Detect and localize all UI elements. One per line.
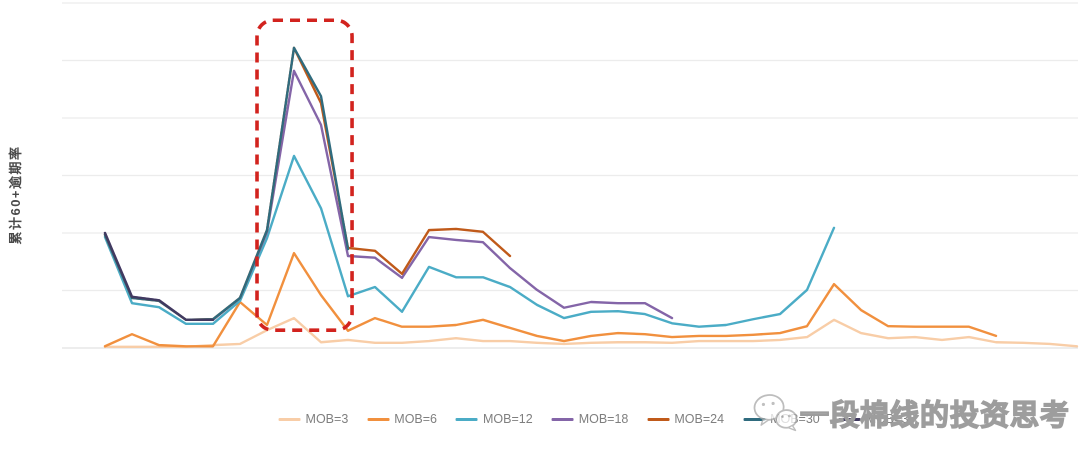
- legend-label: MOB=24: [674, 412, 725, 426]
- legend-label: MOB=30: [770, 412, 820, 426]
- legend-swatch: [367, 417, 390, 421]
- peak-highlight-dashed-box: [255, 18, 354, 332]
- legend-label: MOB=36: [865, 412, 916, 426]
- legend-item-mob-12: MOB=12: [456, 412, 533, 426]
- legend-label: MOB=12: [483, 412, 533, 426]
- legend-label: MOB=6: [394, 412, 438, 426]
- series-line-mob-12: [103, 154, 836, 328]
- legend-swatch: [838, 417, 861, 421]
- series-line-mob-3: [103, 316, 1079, 349]
- line-chart-canvas: [62, 2, 1079, 349]
- legend-item-mob-3: MOB=3: [278, 412, 349, 426]
- series-line-mob-36: [103, 231, 215, 322]
- legend-item-mob-18: MOB=18: [551, 412, 629, 426]
- legend-item-mob-30: MOB=30: [743, 412, 820, 426]
- legend-swatch: [647, 417, 670, 421]
- legend-swatch: [456, 417, 479, 421]
- chart-legend: MOB=3 MOB=6 MOB=12 MOB=18 MOB=24 MOB=30 MOB=36: [278, 412, 916, 426]
- series-line-mob-6: [103, 251, 998, 348]
- series-line-mob-18: [103, 69, 674, 322]
- legend-item-mob-36: MOB=36: [838, 412, 916, 426]
- legend-swatch: [278, 417, 301, 421]
- legend-swatch: [743, 417, 766, 421]
- legend-label: MOB=18: [578, 412, 629, 426]
- legend-item-mob-24: MOB=24: [647, 412, 724, 426]
- legend-item-mob-6: MOB=6: [367, 412, 437, 426]
- legend-label: MOB=3: [305, 412, 349, 426]
- legend-swatch: [551, 417, 574, 421]
